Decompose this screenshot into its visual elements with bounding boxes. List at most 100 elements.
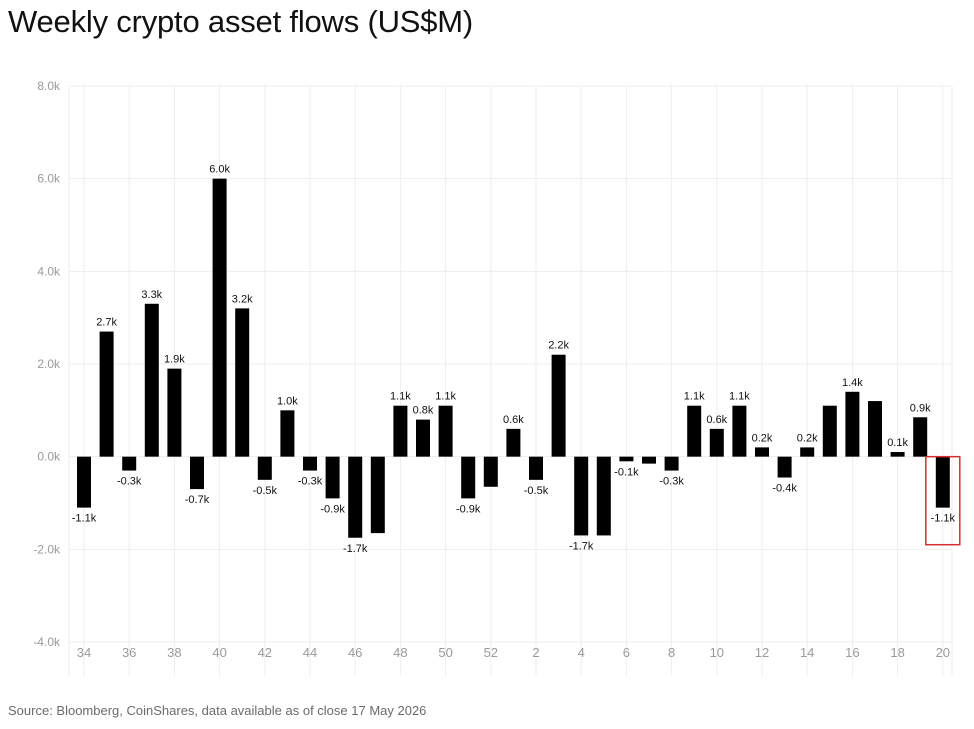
data-label: 1.1k: [729, 391, 750, 403]
bar: [461, 456, 476, 499]
data-label: -0.1k: [614, 466, 639, 478]
bar: [551, 354, 566, 457]
bar: [574, 456, 589, 536]
data-label: -0.5k: [253, 485, 278, 497]
data-label: -1.7k: [569, 540, 594, 552]
x-tick-label: 50: [438, 645, 452, 660]
bar: [167, 368, 182, 457]
x-tick-label: 36: [122, 645, 136, 660]
data-label: -0.7k: [185, 494, 210, 506]
data-label: -0.9k: [320, 503, 345, 515]
bar: [122, 456, 137, 471]
data-label: 0.8k: [413, 405, 434, 417]
y-tick-label: 0.0k: [37, 450, 61, 464]
bar: [257, 456, 272, 480]
data-label: -0.3k: [659, 476, 684, 488]
data-label: 1.4k: [842, 377, 863, 389]
data-label-layer: -1.1k 2.7k -0.3k 3.3k 1.9k -0.7k 6.0k 3.2k -0.5k…: [72, 164, 956, 555]
data-label: -0.5k: [524, 485, 549, 497]
bar: [664, 456, 679, 471]
bar: [144, 303, 159, 457]
data-label: 1.1k: [390, 391, 411, 403]
x-tick-label: 16: [845, 645, 859, 660]
bar: [913, 417, 928, 457]
bar: [687, 405, 702, 457]
bar: [190, 456, 204, 490]
data-label: 0.6k: [706, 414, 727, 426]
data-label: -1.1k: [931, 513, 956, 525]
x-tick-label: 38: [167, 645, 181, 660]
data-label: 0.1k: [887, 437, 908, 449]
data-label: -0.4k: [772, 483, 797, 495]
bar: [800, 447, 815, 457]
x-tick-label: 18: [890, 645, 904, 660]
bar: [235, 308, 250, 457]
data-label: 6.0k: [209, 164, 230, 176]
bar: [890, 452, 905, 457]
data-label: 1.1k: [684, 391, 705, 403]
data-label: 0.2k: [797, 432, 818, 444]
x-tick-label: 42: [258, 645, 272, 660]
bar: [755, 447, 769, 457]
bar: [212, 178, 227, 457]
bar: [709, 428, 724, 457]
bar: [99, 331, 114, 457]
bar: [822, 405, 837, 457]
data-label: 3.3k: [141, 289, 162, 301]
bar: [596, 456, 611, 536]
bar: [370, 456, 385, 534]
bar: [732, 405, 747, 457]
x-tick-label: 52: [484, 645, 498, 660]
highlight-layer: [925, 455, 961, 546]
x-tick-label: 34: [77, 645, 91, 660]
x-tick-label: 40: [212, 645, 226, 660]
bar: [438, 405, 453, 457]
data-label: 0.9k: [910, 402, 931, 414]
x-tick-label: 4: [578, 645, 585, 660]
y-tick-label: -2.0k: [33, 542, 61, 556]
data-label: 0.2k: [752, 432, 773, 444]
x-tick-label: 20: [936, 645, 950, 660]
bar: [393, 405, 408, 457]
highlight-box: [925, 455, 961, 546]
bar: [416, 419, 430, 457]
data-label: 0.6k: [503, 414, 524, 426]
bar: [935, 456, 950, 508]
x-tick-label: 14: [800, 645, 814, 660]
data-label: -0.3k: [117, 476, 142, 488]
bar: [77, 456, 91, 508]
x-tick-label: 48: [393, 645, 407, 660]
x-axis: 34 36 38 40 42 44 46 48 50 52 2 4 6 8 10 12 14 16 18 20: [77, 645, 950, 660]
bar: [303, 456, 317, 471]
x-tick-label: 44: [303, 645, 317, 660]
bar: [642, 456, 656, 464]
data-label: -0.3k: [298, 476, 323, 488]
data-label: -0.9k: [456, 503, 481, 515]
bar: [325, 456, 340, 499]
y-tick-label: -4.0k: [33, 635, 61, 649]
bar: [348, 456, 363, 538]
data-label: -1.1k: [72, 513, 97, 525]
data-label: -1.7k: [343, 543, 368, 555]
grid-layer: [68, 85, 953, 676]
page-title: Weekly crypto asset flows (US$M): [8, 4, 474, 39]
data-label: 2.2k: [548, 340, 569, 352]
bar: [483, 456, 498, 487]
bar: [619, 456, 634, 462]
data-label: 2.7k: [96, 317, 117, 329]
data-label: 1.9k: [164, 354, 185, 366]
y-axis: -4.0k -2.0k 0.0k 2.0k 4.0k 6.0k 8.0k: [33, 79, 61, 649]
x-tick-label: 6: [623, 645, 630, 660]
data-label: 1.0k: [277, 395, 298, 407]
x-tick-label: 2: [532, 645, 539, 660]
data-label: 3.2k: [232, 293, 253, 305]
bar: [845, 391, 860, 457]
y-tick-label: 2.0k: [37, 357, 61, 371]
data-label: 1.1k: [435, 391, 456, 403]
x-tick-label: 8: [668, 645, 675, 660]
y-tick-label: 8.0k: [37, 79, 61, 93]
bar: [529, 456, 543, 480]
x-tick-label: 46: [348, 645, 362, 660]
bar: [777, 456, 792, 478]
